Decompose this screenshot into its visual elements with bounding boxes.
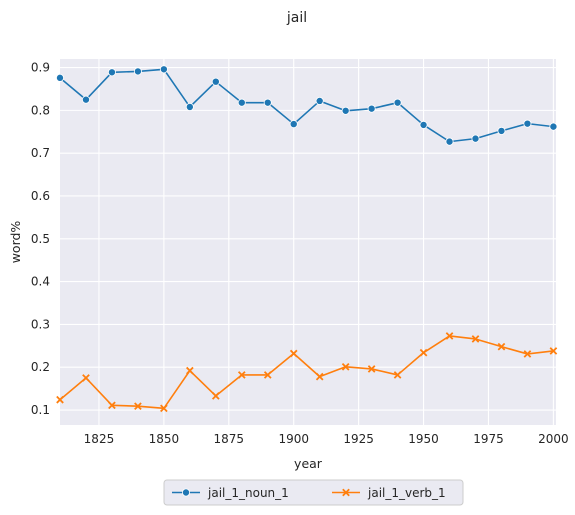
legend-label-noun: jail_1_noun_1 [207, 486, 289, 500]
legend: jail_1_noun_1 jail_1_verb_1 [163, 479, 464, 506]
data-point [133, 67, 142, 76]
data-point [471, 134, 480, 143]
series-line [59, 335, 554, 410]
x-tick-label: 1975 [473, 432, 504, 446]
data-point [497, 342, 506, 351]
plot-area [60, 59, 556, 425]
y-tick-label: 0.6 [31, 189, 50, 203]
data-point [289, 349, 298, 358]
x-tick-label: 1850 [149, 432, 180, 446]
series-noun [56, 65, 558, 146]
data-point [56, 395, 64, 404]
data-point [341, 362, 350, 371]
data-point [445, 137, 454, 146]
data-point [108, 401, 116, 410]
legend-entry-verb: jail_1_verb_1 [332, 486, 446, 500]
legend-frame [163, 479, 464, 506]
data-point [471, 335, 480, 343]
data-point [237, 371, 246, 379]
legend-entry-noun: jail_1_noun_1 [172, 486, 289, 500]
data-point [82, 374, 90, 382]
x-tick-label: 1900 [278, 432, 309, 446]
data-point [315, 372, 324, 381]
data-point [81, 95, 90, 104]
data-point [549, 122, 558, 131]
data-point [419, 348, 428, 357]
x-tick-label: 1925 [343, 432, 374, 446]
x-tick-label: 1950 [408, 432, 439, 446]
data-point [186, 366, 194, 375]
x-axis-label: year [294, 456, 323, 471]
x-axis-ticks: 1825 1850 1875 1900 1925 1950 1975 2000 [84, 432, 569, 446]
y-tick-label: 0.2 [31, 360, 50, 374]
data-point [393, 371, 402, 379]
data-point [523, 350, 532, 358]
y-tick-label: 0.9 [31, 61, 50, 75]
data-point [393, 98, 402, 107]
y-tick-label: 0.3 [31, 317, 50, 331]
x-tick-label: 2000 [538, 432, 569, 446]
y-tick-label: 0.1 [31, 403, 50, 417]
data-point [211, 77, 220, 86]
y-axis-ticks: 0.1 0.2 0.3 0.4 0.5 0.6 0.7 0.8 0.9 [31, 61, 50, 417]
x-tick-label: 1875 [214, 432, 245, 446]
legend-marker-noun [181, 488, 190, 497]
data-point [263, 371, 272, 379]
data-point [263, 98, 272, 107]
y-tick-label: 0.7 [31, 146, 50, 160]
data-point [341, 106, 350, 115]
chart-title: jail [286, 10, 307, 26]
y-tick-label: 0.5 [31, 232, 50, 246]
y-tick-label: 0.4 [31, 275, 50, 289]
data-point [445, 332, 454, 340]
data-point [211, 392, 220, 400]
data-point [419, 120, 428, 129]
data-point [160, 404, 168, 413]
data-point [159, 65, 168, 74]
grid-lines [60, 59, 556, 425]
data-point [367, 365, 376, 373]
series-layer [56, 65, 558, 413]
data-point [549, 347, 558, 355]
series-verb [56, 332, 558, 413]
data-point [523, 119, 532, 128]
y-axis-label: word% [8, 221, 23, 264]
y-tick-label: 0.8 [31, 103, 50, 117]
data-point [185, 102, 194, 111]
series-line [59, 68, 554, 143]
data-point [289, 120, 298, 129]
data-point [56, 73, 65, 82]
data-point [107, 68, 116, 77]
data-point [367, 104, 376, 113]
x-tick-label: 1825 [84, 432, 115, 446]
data-point [237, 98, 246, 107]
data-point [497, 126, 506, 135]
data-point [134, 402, 142, 411]
data-point [315, 96, 324, 105]
legend-marker-verb [342, 488, 350, 497]
legend-label-verb: jail_1_verb_1 [367, 486, 446, 500]
